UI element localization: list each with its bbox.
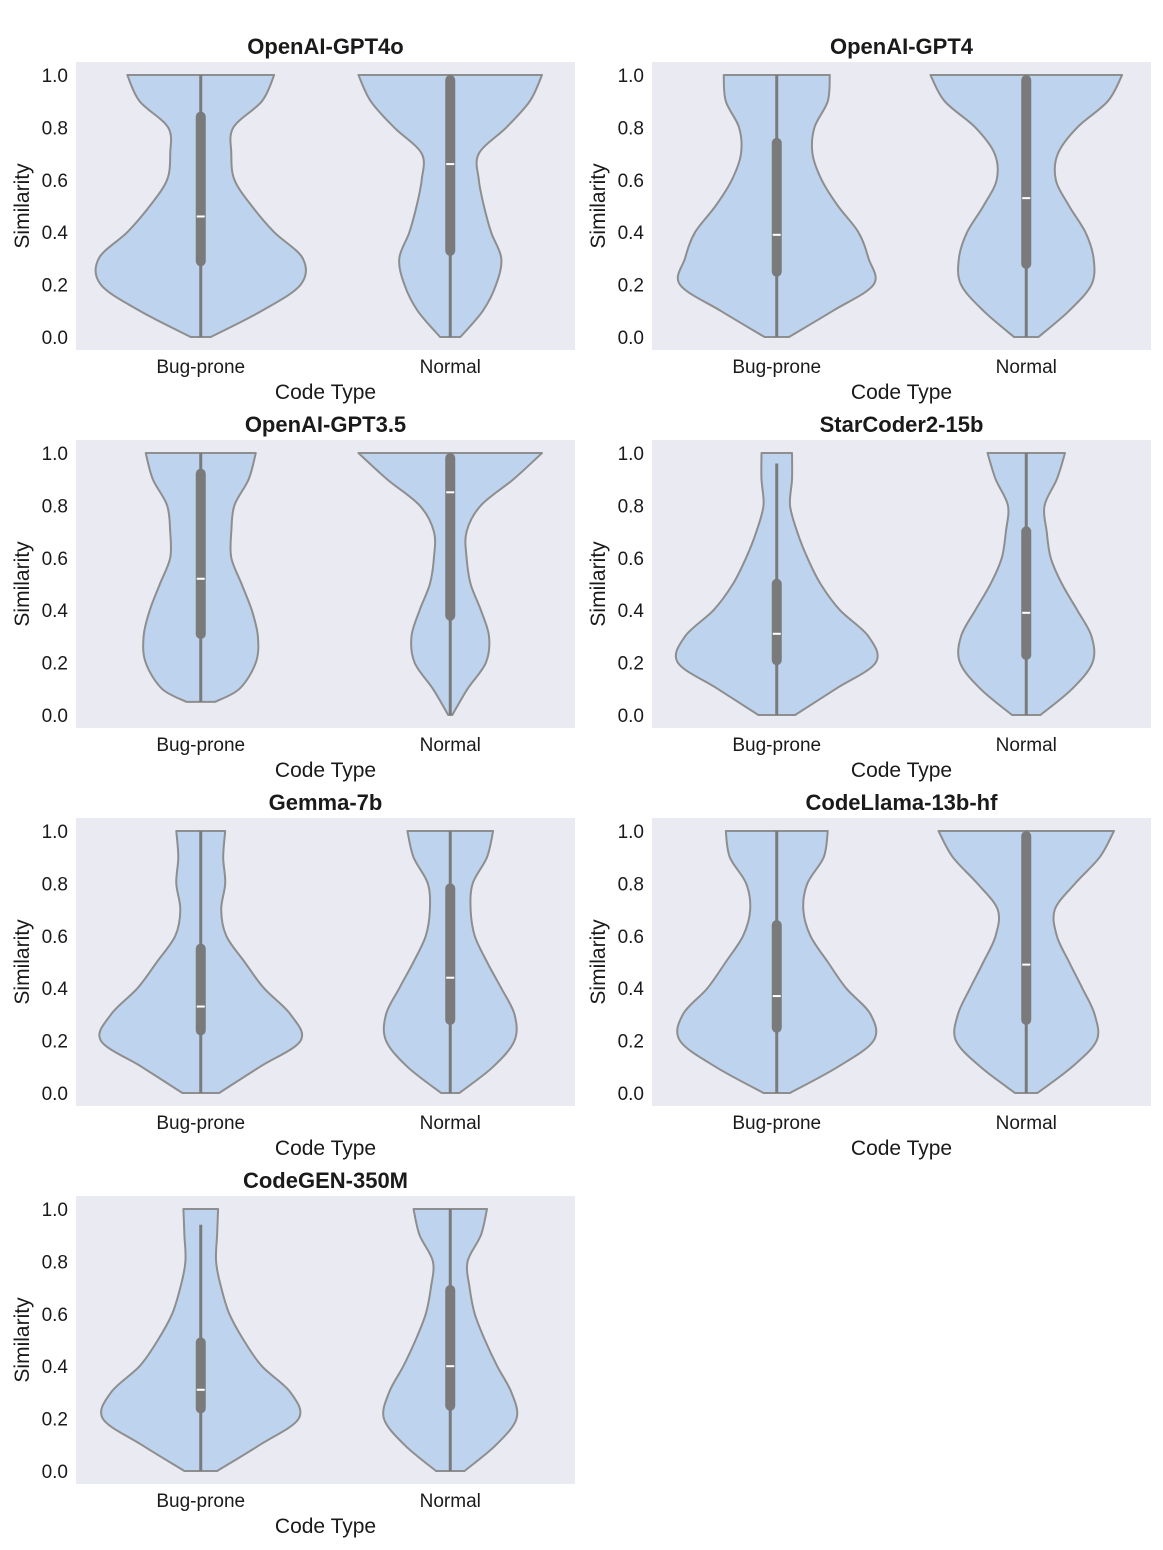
y-tick-label: 0.4 [42, 979, 69, 1000]
panel-title: CodeGEN-350M [243, 1168, 408, 1193]
y-tick-label: 1.0 [42, 444, 68, 465]
y-tick-label: 0.4 [618, 601, 645, 622]
y-tick-label: 1.0 [618, 822, 644, 843]
x-tick-label: Normal [420, 357, 481, 378]
x-axis-label: Code Type [851, 1137, 952, 1160]
panel-title: StarCoder2-15b [820, 412, 984, 437]
x-tick-label: Bug-prone [156, 735, 245, 756]
y-tick-label: 1.0 [42, 1200, 68, 1221]
y-tick-label: 0.2 [42, 1410, 68, 1431]
x-tick-label: Bug-prone [156, 357, 245, 378]
x-tick-label: Normal [420, 735, 481, 756]
x-axis-label: Code Type [851, 381, 952, 404]
x-tick-label: Bug-prone [732, 1113, 821, 1134]
iqr-box [771, 920, 782, 1033]
y-tick-label: 0.0 [618, 328, 644, 349]
y-tick-label: 0.2 [618, 1032, 644, 1053]
violin-panel: OpenAI-GPT3.5 0.0 0.2 0.4 0.6 0.8 1.0 Similarit… [11, 412, 575, 782]
y-tick-label: 0.2 [42, 276, 68, 297]
y-tick-label: 1.0 [618, 66, 644, 87]
panel-title: OpenAI-GPT4o [247, 34, 403, 59]
y-axis-label: Similarity [587, 163, 610, 249]
y-tick-label: 0.8 [618, 874, 644, 895]
iqr-box [1021, 831, 1032, 1025]
y-tick-label: 0.0 [42, 328, 68, 349]
iqr-box [195, 111, 206, 267]
y-tick-label: 0.6 [42, 927, 68, 948]
y-tick-label: 0.4 [618, 223, 645, 244]
y-tick-label: 0.8 [618, 496, 644, 517]
y-tick-label: 0.8 [618, 118, 644, 139]
x-tick-label: Normal [420, 1491, 481, 1512]
y-tick-label: 0.0 [618, 706, 644, 727]
panel-title: OpenAI-GPT4 [830, 34, 974, 59]
iqr-box [195, 468, 206, 640]
x-axis-label: Code Type [275, 1515, 376, 1538]
iqr-box [1021, 75, 1032, 269]
panel-title: CodeLlama-13b-hf [806, 790, 999, 815]
iqr-box [771, 578, 782, 666]
x-tick-label: Normal [996, 357, 1057, 378]
y-tick-label: 0.6 [42, 549, 68, 570]
y-tick-label: 0.4 [618, 979, 645, 1000]
violin-panel: StarCoder2-15b 0.0 0.2 0.4 0.6 0.8 1.0 Similari… [587, 412, 1151, 782]
y-tick-label: 0.0 [42, 1084, 68, 1105]
y-tick-label: 0.4 [42, 1357, 69, 1378]
x-tick-label: Normal [996, 1113, 1057, 1134]
y-tick-label: 1.0 [42, 66, 68, 87]
x-axis-label: Code Type [275, 381, 376, 404]
y-tick-label: 1.0 [42, 822, 68, 843]
x-tick-label: Normal [996, 735, 1057, 756]
y-tick-label: 0.6 [42, 1305, 68, 1326]
x-tick-label: Bug-prone [156, 1491, 245, 1512]
x-tick-label: Normal [420, 1113, 481, 1134]
y-tick-label: 0.8 [42, 1252, 68, 1273]
y-tick-label: 0.8 [42, 118, 68, 139]
iqr-box [1021, 526, 1032, 660]
y-tick-label: 0.4 [42, 601, 69, 622]
x-axis-label: Code Type [275, 1137, 376, 1160]
x-tick-label: Bug-prone [732, 357, 821, 378]
violin-panel: OpenAI-GPT4o 0.0 0.2 0.4 0.6 0.8 1.0 Similarity… [11, 34, 575, 404]
y-axis-label: Similarity [11, 163, 34, 249]
iqr-box [445, 453, 456, 621]
y-axis-label: Similarity [11, 1297, 34, 1383]
y-tick-label: 0.8 [42, 496, 68, 517]
violin-panel: CodeGEN-350M 0.0 0.2 0.4 0.6 0.8 1.0 Similarity… [11, 1168, 575, 1538]
y-tick-label: 0.2 [618, 654, 644, 675]
y-tick-label: 0.6 [618, 927, 644, 948]
y-tick-label: 0.6 [618, 171, 644, 192]
iqr-box [445, 75, 456, 256]
iqr-box [195, 1337, 206, 1414]
violin-panel: OpenAI-GPT4 0.0 0.2 0.4 0.6 0.8 1.0 Similarity C… [587, 34, 1151, 404]
y-tick-label: 0.0 [42, 1462, 68, 1483]
x-axis-label: Code Type [851, 759, 952, 782]
violin-panel: Gemma-7b 0.0 0.2 0.4 0.6 0.8 1.0 Similarity Code… [11, 790, 575, 1160]
y-tick-label: 0.2 [42, 654, 68, 675]
y-tick-label: 0.2 [42, 1032, 68, 1053]
y-tick-label: 1.0 [618, 444, 644, 465]
x-axis-label: Code Type [275, 759, 376, 782]
y-axis-label: Similarity [11, 919, 34, 1005]
iqr-box [195, 943, 206, 1036]
iqr-box [771, 137, 782, 277]
y-axis-label: Similarity [587, 541, 610, 627]
iqr-box [445, 883, 456, 1025]
y-tick-label: 0.0 [618, 1084, 644, 1105]
iqr-box [445, 1284, 456, 1411]
y-tick-label: 0.6 [42, 171, 68, 192]
y-tick-label: 0.2 [618, 276, 644, 297]
y-tick-label: 0.8 [42, 874, 68, 895]
y-axis-label: Similarity [587, 919, 610, 1005]
y-axis-label: Similarity [11, 541, 34, 627]
panel-title: Gemma-7b [269, 790, 383, 815]
panel-title: OpenAI-GPT3.5 [245, 412, 406, 437]
y-tick-label: 0.6 [618, 549, 644, 570]
violin-panel: CodeLlama-13b-hf 0.0 0.2 0.4 0.6 0.8 1.0 Simila… [587, 790, 1151, 1160]
x-tick-label: Bug-prone [156, 1113, 245, 1134]
x-tick-label: Bug-prone [732, 735, 821, 756]
y-tick-label: 0.0 [42, 706, 68, 727]
y-tick-label: 0.4 [42, 223, 69, 244]
